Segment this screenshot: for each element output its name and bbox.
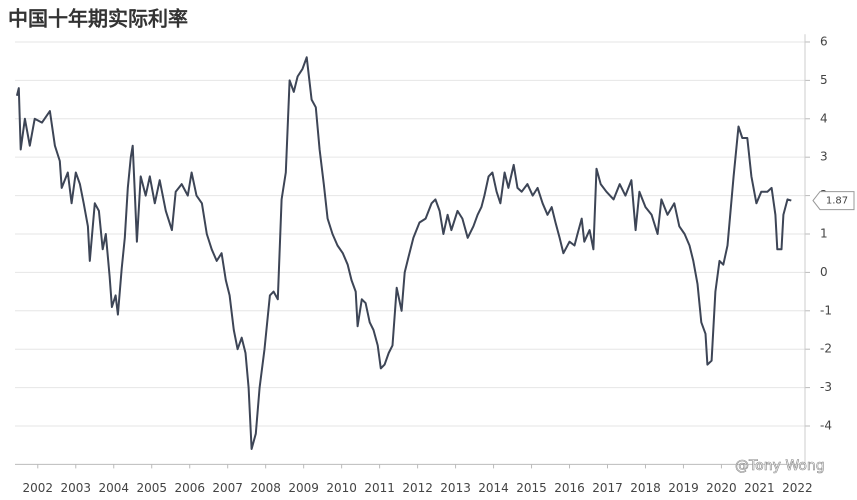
y-tick-label: -1 [820, 303, 832, 317]
x-tick-label: 2009 [288, 481, 319, 495]
y-tick-label: 6 [820, 34, 828, 48]
y-tick-label: -2 [820, 342, 832, 356]
y-tick-label: -3 [820, 380, 832, 394]
y-tick-label: -4 [820, 418, 832, 432]
data-line [15, 56, 792, 450]
x-tick-label: 2003 [60, 481, 91, 495]
x-tick-label: 2011 [364, 481, 395, 495]
chart-title: 中国十年期实际利率 [8, 7, 188, 31]
last-value-label: 1.87 [826, 196, 848, 207]
y-tick-label: 1 [820, 226, 828, 240]
x-tick-label: 2005 [136, 481, 167, 495]
x-tick-label: 2013 [440, 481, 471, 495]
x-tick-label: 2020 [706, 481, 737, 495]
y-tick-label: 0 [820, 265, 828, 279]
x-tick-label: 2018 [630, 481, 661, 495]
x-tick-label: 2012 [402, 481, 433, 495]
x-tick-label: 2006 [174, 481, 205, 495]
x-tick-label: 2007 [212, 481, 243, 495]
x-tick-label: 2010 [326, 481, 357, 495]
last-value-box [812, 191, 855, 211]
y-tick-label: 5 [820, 73, 828, 87]
x-tick-label: 2022 [782, 481, 813, 495]
x-tick-label: 2002 [23, 481, 54, 495]
x-tick-label: 2014 [478, 481, 509, 495]
x-tick-label: 2017 [592, 481, 623, 495]
x-tick-label: 2019 [668, 481, 699, 495]
x-tick-label: 2004 [98, 481, 129, 495]
x-tick-label: 2008 [250, 481, 281, 495]
x-tick-label: 2015 [516, 481, 547, 495]
y-tick-label: 3 [820, 150, 828, 164]
y-tick-label: 4 [820, 111, 828, 125]
watermark: @Tony Wong [735, 458, 825, 474]
x-tick-label: 2021 [744, 481, 775, 495]
x-tick-label: 2016 [554, 481, 585, 495]
